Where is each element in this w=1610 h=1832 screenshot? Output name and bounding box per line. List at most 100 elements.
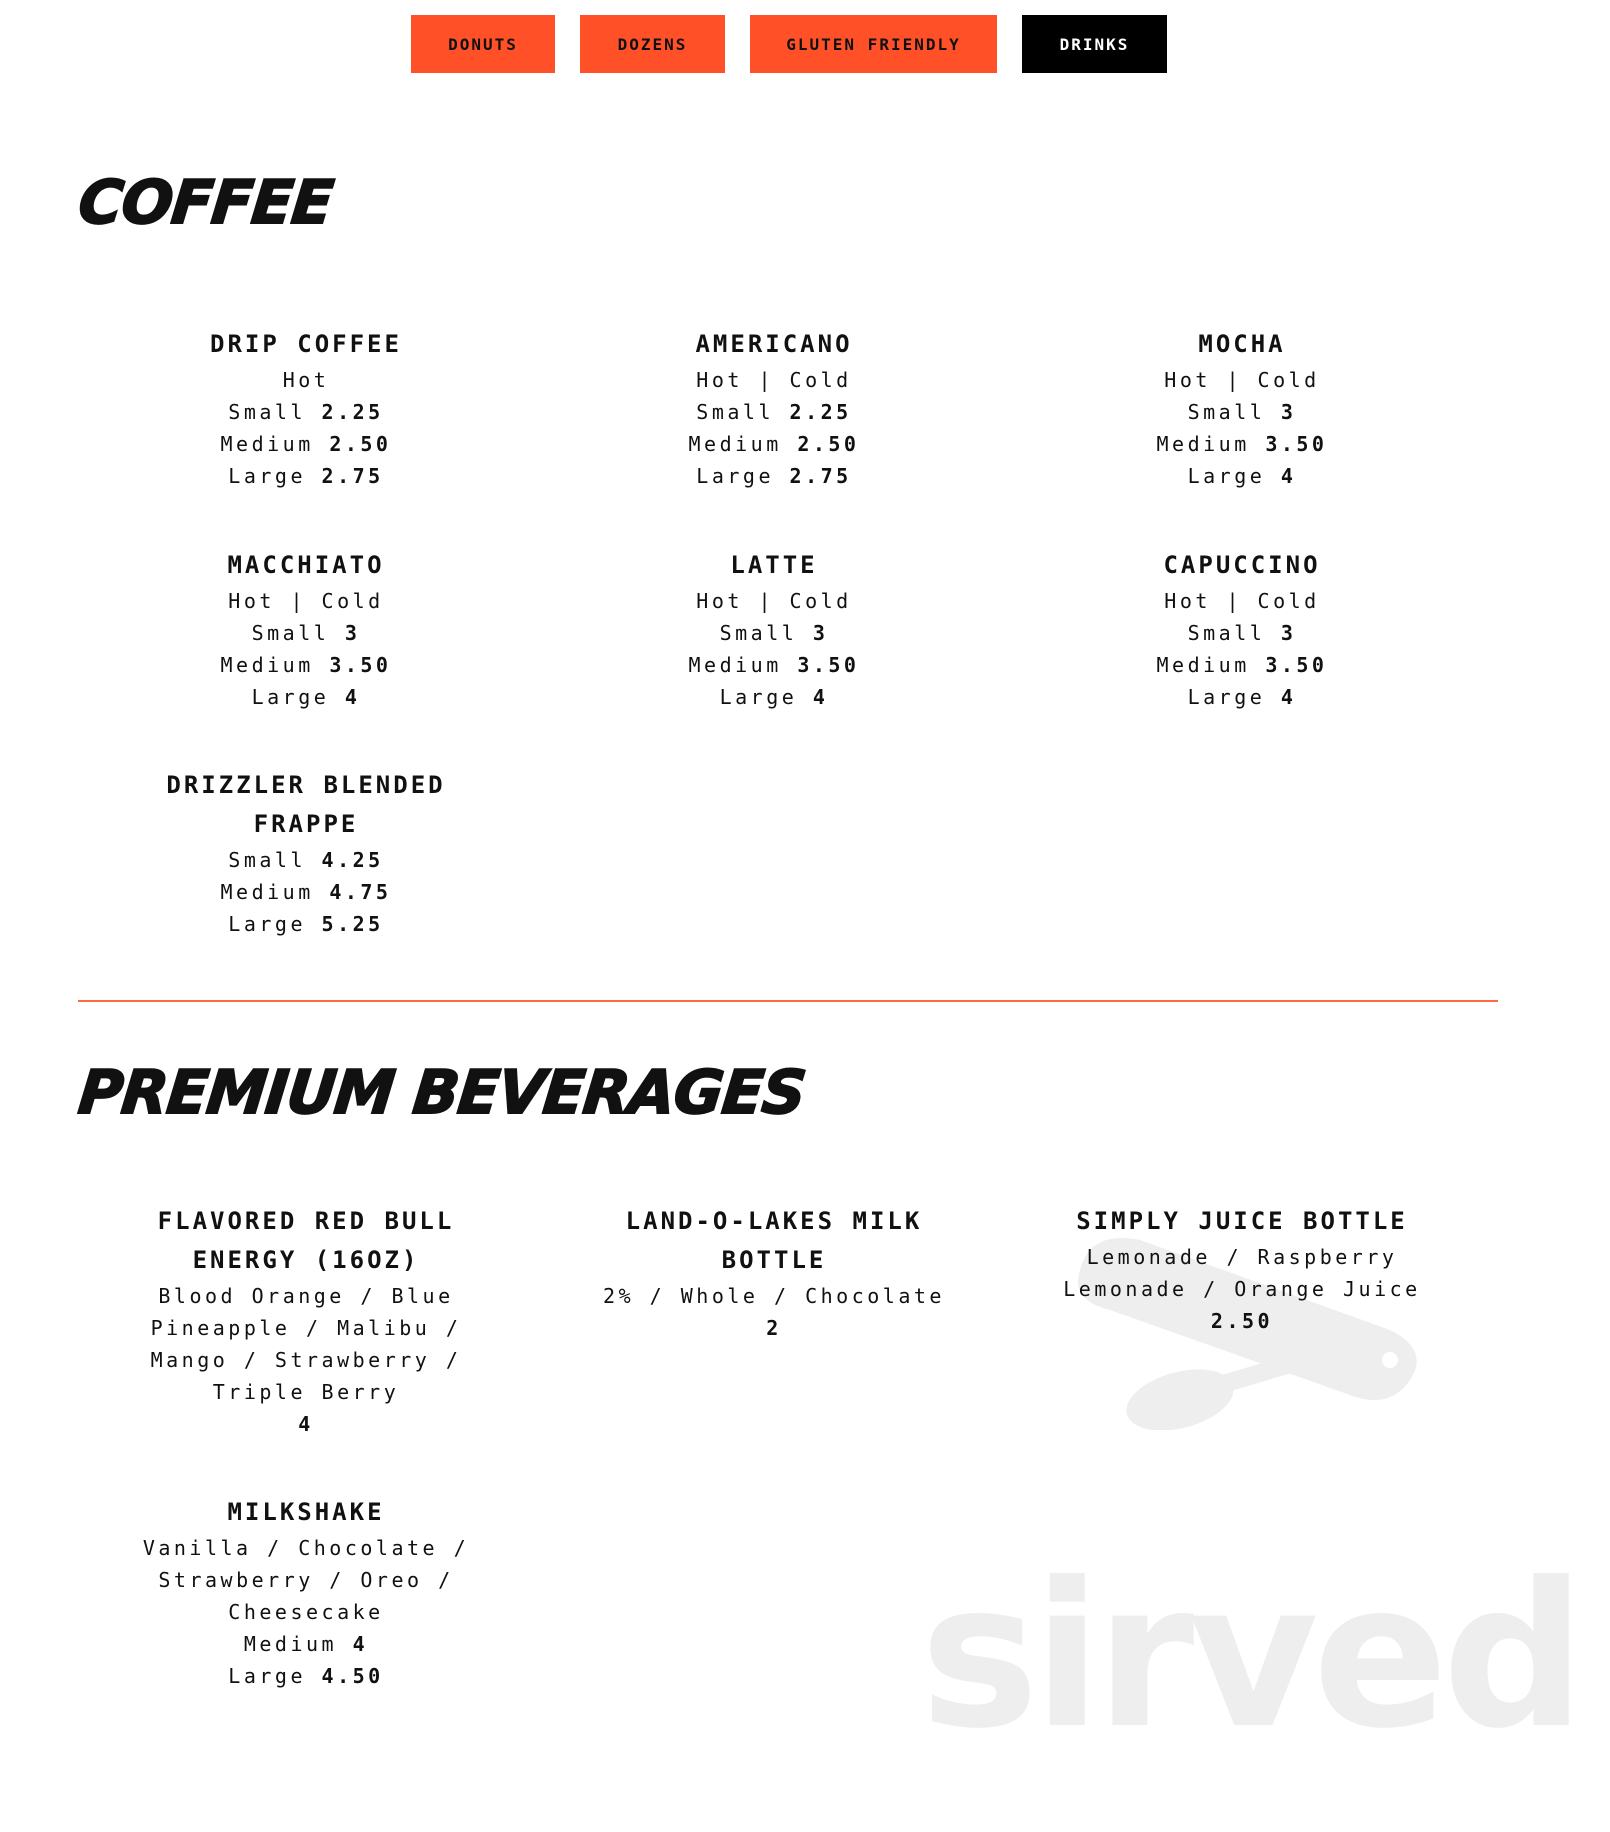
price: 3 <box>1280 400 1297 424</box>
item-line: Large 4 <box>96 681 516 713</box>
price: 3 <box>812 621 829 645</box>
price: 4.75 <box>329 880 392 904</box>
price: 4 <box>298 1412 314 1436</box>
item-line: Small 2.25 <box>564 396 984 428</box>
size-label: Medium <box>220 880 314 904</box>
item-name: CAPUCCINO <box>1163 551 1321 579</box>
menu-item: DRIZZLER BLENDED FRAPPE Small 4.25 Medium … <box>156 766 456 940</box>
section-divider <box>78 1000 1498 1002</box>
item-line: Vanilla / Chocolate / Strawberry / Oreo … <box>116 1532 496 1628</box>
item-line: Large 4 <box>1032 681 1452 713</box>
size-label: Small <box>1187 621 1266 645</box>
category-nav: DONUTS DOZENS GLUTEN FRIENDLY DRINKS <box>0 15 1610 73</box>
sirved-watermark: sirved <box>920 1540 1585 1773</box>
menu-item: FLAVORED RED BULL ENERGY (16OZ) Blood Ora… <box>116 1202 496 1440</box>
item-line: Small 2.25 <box>96 396 516 428</box>
size-label: Large <box>1187 464 1266 488</box>
item-line: Small 3 <box>96 617 516 649</box>
item-options: Hot | Cold <box>696 368 852 392</box>
item-name: MOCHA <box>1198 330 1286 358</box>
item-options: 2% / Whole / Chocolate <box>603 1284 945 1308</box>
price: 2.50 <box>329 432 392 456</box>
size-label: Large <box>228 464 306 488</box>
menu-item: MILKSHAKE Vanilla / Chocolate / Strawberr… <box>116 1493 496 1692</box>
price: 4.50 <box>321 1664 384 1688</box>
menu-item: AMERICANO Hot | Cold Small 2.25 Medium 2.50… <box>564 325 984 492</box>
item-name: FLAVORED RED BULL ENERGY (16OZ) <box>157 1207 455 1274</box>
size-label: Medium <box>243 1632 338 1656</box>
nav-drinks[interactable]: DRINKS <box>1022 15 1167 73</box>
nav-dozens[interactable]: DOZENS <box>580 15 725 73</box>
size-label: Large <box>696 464 774 488</box>
item-options: Hot | Cold <box>1164 589 1320 613</box>
menu-item: MOCHA Hot | Cold Small 3 Medium 3.50 Large 4 <box>1032 325 1452 492</box>
price: 4 <box>352 1632 369 1656</box>
price: 2.50 <box>1210 1309 1274 1333</box>
item-name: LATTE <box>730 551 818 579</box>
item-options: Hot <box>282 368 330 392</box>
item-name: LAND-O-LAKES MILK BOTTLE <box>625 1207 923 1274</box>
size-label: Large <box>1187 685 1266 709</box>
price: 4 <box>344 685 361 709</box>
item-line: Large 5.25 <box>156 908 456 940</box>
nav-donuts[interactable]: DONUTS <box>411 15 555 73</box>
item-line: Small 3 <box>564 617 984 649</box>
size-label: Small <box>228 848 306 872</box>
item-line: Medium 3.50 <box>564 649 984 681</box>
size-label: Small <box>696 400 774 424</box>
price: 4 <box>1280 464 1297 488</box>
item-line: 2% / Whole / Chocolate <box>584 1280 964 1312</box>
size-label: Medium <box>220 432 314 456</box>
size-label: Medium <box>688 653 782 677</box>
price: 2.25 <box>789 400 852 424</box>
price: 3.50 <box>329 653 392 677</box>
item-line: Large 2.75 <box>564 460 984 492</box>
item-line: Large 2.75 <box>96 460 516 492</box>
size-label: Large <box>228 1664 306 1688</box>
price: 2.25 <box>321 400 384 424</box>
item-line: Medium 3.50 <box>96 649 516 681</box>
section-title-coffee: COFFEE <box>74 167 336 239</box>
size-label: Large <box>251 685 330 709</box>
item-options: Hot | Cold <box>228 589 384 613</box>
item-line: Hot | Cold <box>1032 364 1452 396</box>
item-options: Hot | Cold <box>1164 368 1320 392</box>
item-line: 2 <box>584 1312 964 1344</box>
menu-item: LATTE Hot | Cold Small 3 Medium 3.50 Large 4 <box>564 546 984 713</box>
item-line: Hot | Cold <box>564 585 984 617</box>
size-label: Small <box>251 621 330 645</box>
item-line: Large 4 <box>564 681 984 713</box>
item-line: Hot <box>96 364 516 396</box>
item-line: 2.50 <box>1052 1305 1432 1337</box>
item-options: Lemonade / Raspberry Lemonade / Orange J… <box>1063 1245 1421 1301</box>
menu-item: LAND-O-LAKES MILK BOTTLE 2% / Whole / Cho… <box>584 1202 964 1344</box>
item-line: Hot | Cold <box>1032 585 1452 617</box>
menu-item: CAPUCCINO Hot | Cold Small 3 Medium 3.50 Lar… <box>1032 546 1452 713</box>
size-label: Small <box>719 621 798 645</box>
item-line: Small 4.25 <box>156 844 456 876</box>
size-label: Small <box>1187 400 1266 424</box>
item-line: Medium 2.50 <box>564 428 984 460</box>
item-line: Medium 4.75 <box>156 876 456 908</box>
item-name: AMERICANO <box>695 330 853 358</box>
size-label: Large <box>719 685 798 709</box>
menu-item: MACCHIATO Hot | Cold Small 3 Medium 3.50 Lar… <box>96 546 516 713</box>
price: 3.50 <box>1265 432 1328 456</box>
item-line: Blood Orange / Blue Pineapple / Malibu /… <box>116 1280 496 1408</box>
item-line: Medium 4 <box>116 1628 496 1660</box>
size-label: Small <box>228 400 306 424</box>
item-line: Large 4 <box>1032 460 1452 492</box>
item-name: DRIP COFFEE <box>210 330 402 358</box>
price: 5.25 <box>321 912 384 936</box>
nav-gluten-friendly[interactable]: GLUTEN FRIENDLY <box>750 15 997 73</box>
item-name: DRIZZLER BLENDED FRAPPE <box>166 771 446 838</box>
item-name: MILKSHAKE <box>227 1498 385 1526</box>
price: 4.25 <box>321 848 384 872</box>
item-options: Vanilla / Chocolate / Strawberry / Oreo … <box>142 1536 470 1624</box>
size-label: Medium <box>220 653 314 677</box>
price: 4 <box>812 685 829 709</box>
price: 2 <box>766 1316 782 1340</box>
price: 4 <box>1280 685 1297 709</box>
item-name: MACCHIATO <box>227 551 385 579</box>
size-label: Medium <box>1156 432 1250 456</box>
